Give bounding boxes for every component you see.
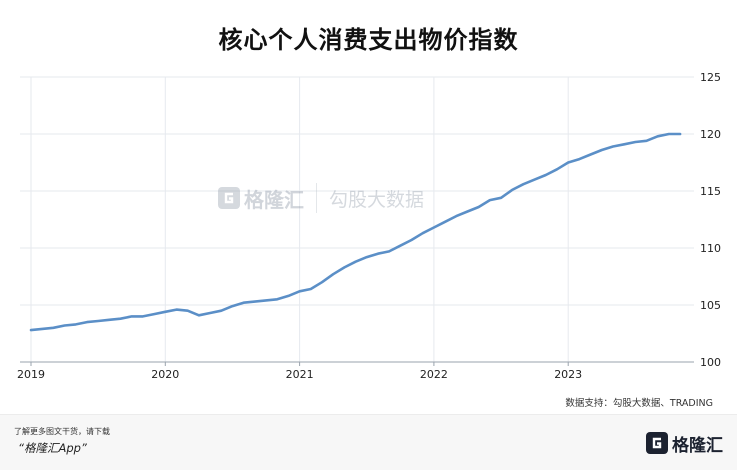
series-line <box>29 132 682 332</box>
y-tick-label: 125 <box>700 71 721 84</box>
x-tick-label: 2019 <box>17 368 45 381</box>
watermark-name: 勾股大数据 <box>329 188 425 211</box>
footer-app-name: “格隆汇App” <box>18 441 87 455</box>
y-tick-label: 115 <box>700 185 721 198</box>
y-tick-label: 120 <box>700 128 721 141</box>
x-tick-label: 2021 <box>286 368 314 381</box>
chart-title: 核心个人消费支出物价指数 <box>218 26 519 54</box>
watermark: 格隆汇 勾股大数据 <box>218 178 424 218</box>
x-tick-label: 2022 <box>420 368 448 381</box>
watermark-logo-icon <box>218 187 240 209</box>
series-group <box>29 132 682 332</box>
footer-note: 了解更多图文干货，请下载 <box>14 427 110 436</box>
y-tick-label: 100 <box>700 356 721 369</box>
x-axis-ticks: 2019 2020 2021 2022 2023 <box>17 362 582 381</box>
x-tick-label: 2020 <box>151 368 179 381</box>
brand-text: 格隆汇 <box>672 435 723 456</box>
data-source: 数据支持：勾股大数据、TRADING <box>565 398 713 409</box>
watermark-brand: 格隆汇 <box>244 187 304 212</box>
watermark-separator <box>316 183 317 213</box>
footer-brand: 格隆汇 <box>646 428 723 458</box>
y-tick-label: 110 <box>700 242 721 255</box>
chart-grid <box>20 76 694 363</box>
brand-logo-icon <box>646 432 668 454</box>
y-tick-label: 105 <box>700 299 721 312</box>
x-tick-label: 2023 <box>554 368 582 381</box>
y-axis-ticks: 100 105 110 115 120 125 <box>700 71 721 369</box>
footer <box>0 414 737 470</box>
